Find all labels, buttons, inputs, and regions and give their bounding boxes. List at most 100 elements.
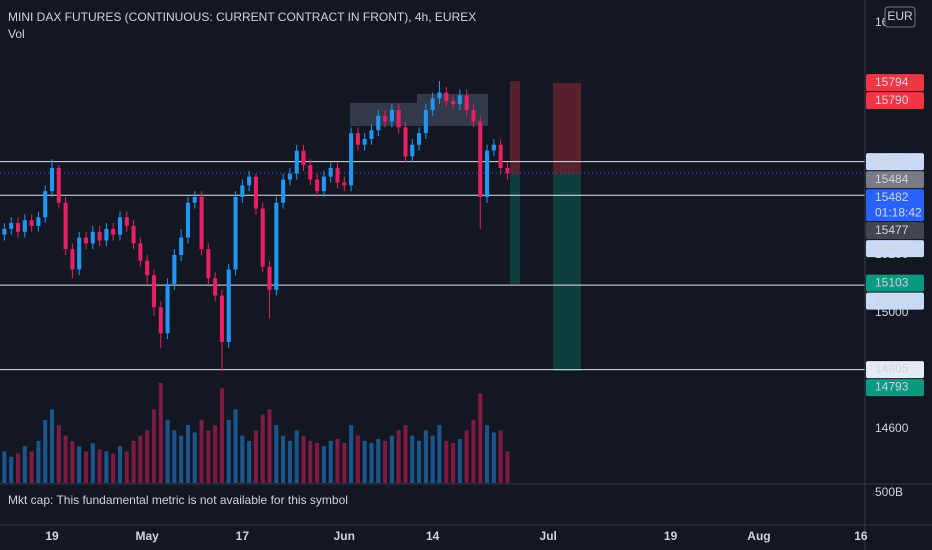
volume-bar	[240, 435, 245, 483]
candle-body	[342, 182, 347, 186]
volume-bar	[90, 443, 95, 483]
marks	[0, 80, 865, 483]
price-badge-label: 15096	[875, 293, 909, 307]
price-badge-label: 15103	[875, 275, 909, 289]
volume-bar	[49, 409, 55, 483]
price-badge	[866, 153, 924, 171]
volume-bar	[172, 430, 177, 483]
volume-bar	[226, 419, 231, 483]
candle-body	[301, 150, 306, 166]
volume-bar	[145, 430, 150, 483]
candle-body	[253, 176, 258, 209]
labels: 1600015200150001460019May17Jun14Jul19Aug…	[45, 15, 924, 543]
candle-body	[43, 191, 48, 218]
candle-body	[321, 176, 326, 192]
volume-bar	[294, 430, 299, 483]
candle-body	[430, 98, 435, 110]
candle-body	[22, 220, 27, 232]
volume-bar	[383, 440, 388, 483]
candle-body	[498, 144, 503, 168]
candle-body	[172, 254, 177, 284]
candle-body	[138, 243, 143, 261]
short-stop-zone	[510, 81, 520, 174]
volume-bar	[199, 419, 204, 483]
currency-label[interactable]: EUR	[887, 9, 913, 23]
candle-body	[437, 92, 442, 99]
candle-body	[403, 127, 408, 157]
volume-bar	[63, 435, 68, 483]
volume-bar	[315, 443, 320, 483]
candle-body	[471, 109, 476, 122]
volume-bar	[111, 453, 116, 483]
volume-bar	[179, 435, 184, 483]
candle-body	[70, 249, 75, 270]
candle-body	[491, 144, 496, 151]
candle-body	[485, 150, 490, 197]
candle-body	[219, 295, 224, 343]
volume-bar	[396, 430, 401, 483]
volume-bar	[117, 446, 123, 483]
candle-body	[185, 202, 190, 238]
price-badge	[866, 74, 924, 92]
candle-body	[49, 167, 55, 192]
price-badge	[866, 274, 924, 292]
volume-bar	[321, 446, 326, 483]
volume-bar	[457, 438, 462, 483]
candle-body	[213, 278, 218, 296]
currency-button[interactable]	[884, 6, 916, 28]
candle-body	[90, 231, 95, 244]
x-tick-label: Jul	[540, 529, 557, 543]
volume-bar	[158, 383, 163, 483]
candle-body	[315, 179, 320, 192]
volume-bar	[206, 430, 211, 483]
price-badge-label: 15406	[875, 241, 909, 255]
candle-body	[328, 167, 333, 177]
price-badge-label: 15477	[875, 223, 909, 237]
volume-bar	[505, 451, 510, 483]
price-badge	[866, 292, 924, 310]
candle-body	[117, 217, 123, 235]
volume-bar	[77, 446, 82, 483]
volume-bar	[369, 443, 374, 483]
candle-body	[355, 133, 360, 145]
volume-bar	[410, 435, 415, 483]
x-tick-label: Aug	[747, 529, 770, 543]
candle-body	[260, 208, 265, 267]
volume-bar	[185, 425, 190, 483]
countdown-label: 01:18:42	[875, 205, 922, 219]
volume-bar	[437, 425, 442, 483]
price-badge	[866, 361, 924, 379]
candle-body	[478, 121, 483, 197]
volume-bar	[151, 409, 157, 483]
x-tick-label: Jun	[334, 529, 355, 543]
candle-body	[192, 196, 197, 203]
volume-bar	[342, 443, 347, 483]
candle-body	[165, 283, 170, 334]
volume-bar	[498, 430, 503, 483]
price-badge	[866, 92, 924, 110]
price-badge	[866, 171, 924, 189]
volume-bar	[138, 435, 143, 483]
volume-bar	[97, 449, 102, 483]
x-tick-label: 17	[236, 529, 250, 543]
volume-bar	[335, 438, 340, 483]
candle-body	[131, 225, 136, 244]
volume-bar	[253, 430, 258, 483]
volume-bar	[124, 451, 129, 483]
volume-bar	[308, 440, 313, 483]
short-stop-zone	[553, 83, 581, 174]
candle-body	[369, 130, 374, 139]
candle-body	[56, 167, 61, 203]
volume-bar	[2, 451, 7, 483]
candle-body	[349, 133, 354, 186]
candle-body	[9, 223, 14, 229]
y-tick-label: 14600	[875, 421, 909, 435]
volume-bar	[301, 435, 306, 483]
price-badge-label: 15484	[875, 172, 909, 186]
candle-body	[389, 109, 394, 122]
volume-bar	[389, 435, 394, 483]
candle-body	[2, 228, 7, 235]
volume-bar	[491, 432, 496, 483]
volume-bar	[131, 440, 136, 483]
